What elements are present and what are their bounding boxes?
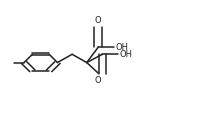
- Text: OH: OH: [115, 43, 128, 52]
- Text: OH: OH: [120, 50, 133, 59]
- Text: O: O: [95, 16, 102, 25]
- Text: O: O: [95, 76, 102, 85]
